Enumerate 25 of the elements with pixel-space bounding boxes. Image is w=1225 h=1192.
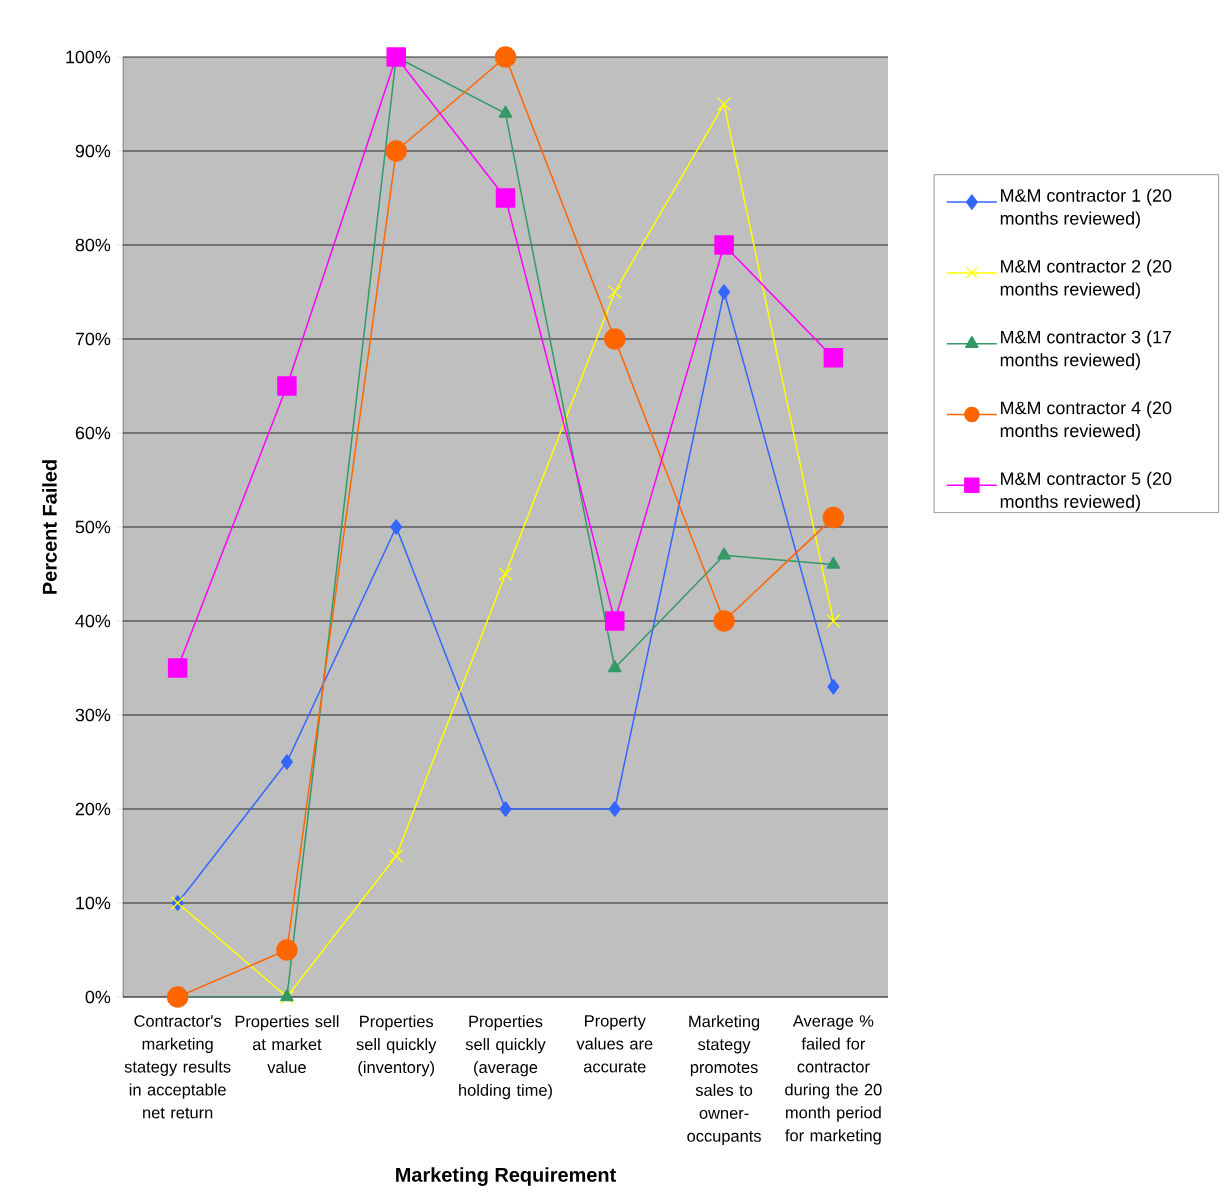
y-tick-label: 20% [75, 802, 111, 816]
y-tick-label: 10% [76, 896, 111, 910]
x-tick-label: Property values are accurate [576, 1015, 653, 1073]
x-axis-title: Marketing Requirement [396, 1167, 616, 1186]
y-tick-label: 50% [75, 520, 111, 534]
legend-label: M&M contractor 1 (20 months reviewed) [1000, 188, 1172, 229]
x-tick-label: Properties sell quickly (average holding time) [459, 1015, 552, 1100]
x-tick-label: Properties sell at market value [235, 1015, 339, 1074]
y-tick-label: 90% [75, 144, 111, 158]
y-tick-label: 100% [66, 50, 111, 64]
x-tick-label: Properties sell quickly (inventory) [356, 1015, 437, 1077]
x-tick-label: Contractor's marketing stategy results in acceptable net return [124, 1015, 231, 1119]
y-tick-label: 30% [75, 708, 111, 722]
x-tick-label: Marketing stategy promotes sales to owner-occupants [687, 1015, 761, 1146]
y-tick-label: 60% [75, 426, 111, 440]
x-tick-label: Average % failed for contractor during the 20 month period for marketing [785, 1015, 882, 1145]
legend-label: M&M contractor 5 (20 months reviewed) [1000, 471, 1172, 512]
y-tick-label: 70% [75, 332, 111, 346]
y-axis-title: Percent Failed [42, 460, 57, 594]
y-tick-label: 80% [75, 238, 111, 252]
legend-label: M&M contractor 4 (20 months reviewed) [1000, 401, 1172, 441]
y-tick-label: 0% [85, 990, 111, 1004]
y-tick-label: 40% [75, 614, 111, 628]
legend-label: M&M contractor 2 (20 months reviewed) [1000, 259, 1172, 300]
legend-label: M&M contractor 3 (17 months reviewed) [1000, 330, 1172, 370]
